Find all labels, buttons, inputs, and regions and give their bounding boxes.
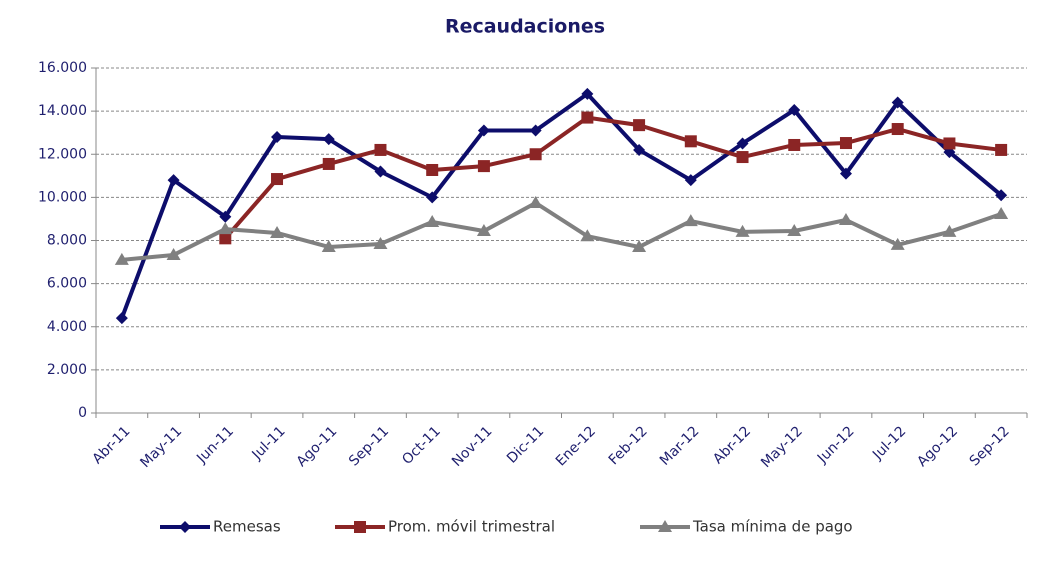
- legend-label: Tasa mínima de pago: [692, 518, 853, 536]
- data-point: [838, 213, 853, 226]
- x-tick-label: Jul-11: [249, 423, 289, 463]
- y-tick-label: 2.000: [47, 362, 87, 378]
- series-line: [223, 115, 1002, 240]
- series-line: [119, 91, 1003, 319]
- x-tick-label: Jul-12: [869, 423, 909, 463]
- series-line: [121, 200, 1002, 262]
- data-point: [271, 173, 284, 186]
- data-point: [891, 96, 904, 109]
- legend-label: Remesas: [213, 518, 281, 536]
- data-point: [788, 104, 801, 117]
- data-point: [788, 138, 801, 151]
- y-tick-label: 6.000: [47, 276, 87, 292]
- data-point: [167, 174, 180, 187]
- data-point: [684, 135, 697, 148]
- data-point: [787, 224, 802, 237]
- data-point: [581, 87, 594, 100]
- x-tick-label: Abr-11: [90, 423, 134, 467]
- y-tick-label: 12.000: [38, 146, 87, 162]
- data-point: [943, 137, 956, 150]
- x-tick-label: Sep-12: [967, 423, 1013, 469]
- data-point: [476, 224, 491, 237]
- x-tick-label: Ago-11: [294, 423, 341, 470]
- y-tick-label: 10.000: [38, 189, 87, 205]
- data-point: [115, 312, 128, 325]
- x-tick-label: Jun-11: [193, 423, 237, 467]
- y-tick-label: 14.000: [38, 103, 87, 119]
- data-point: [633, 119, 646, 132]
- data-point: [995, 189, 1008, 202]
- data-point: [374, 165, 387, 178]
- data-point: [736, 151, 749, 164]
- x-tick-label: Nov-11: [449, 423, 496, 470]
- chart-title: Recaudaciones: [445, 16, 605, 38]
- data-point: [321, 239, 336, 252]
- data-point: [994, 206, 1009, 219]
- data-point: [736, 137, 749, 150]
- data-point: [114, 252, 129, 265]
- data-point: [581, 111, 594, 124]
- data-point: [322, 157, 335, 170]
- data-point: [529, 124, 542, 137]
- data-point: [270, 225, 285, 238]
- data-point: [426, 163, 439, 176]
- data-point: [632, 239, 647, 252]
- data-point: [477, 124, 490, 137]
- data-point: [995, 143, 1008, 156]
- x-tick-label: Ene-12: [553, 423, 599, 469]
- data-point: [528, 195, 543, 208]
- x-tick-label: Ago-12: [914, 423, 961, 470]
- legend-marker: [658, 520, 672, 532]
- x-tick-label: May-11: [137, 423, 185, 471]
- data-point: [633, 143, 646, 156]
- data-point: [735, 224, 750, 237]
- data-point: [219, 232, 232, 245]
- legend-marker: [179, 521, 191, 533]
- data-point: [373, 236, 388, 249]
- data-point: [891, 123, 904, 136]
- data-point: [684, 174, 697, 187]
- x-tick-label: Sep-11: [346, 423, 392, 469]
- x-tick-label: Jun-12: [814, 423, 858, 467]
- data-point: [218, 222, 233, 235]
- data-point: [890, 237, 905, 250]
- x-tick-label: Dic-11: [504, 423, 547, 466]
- legend-label: Prom. móvil trimestral: [388, 518, 555, 536]
- y-tick-label: 16.000: [38, 60, 87, 76]
- legend-marker: [354, 521, 366, 533]
- y-tick-label: 0: [78, 405, 87, 421]
- x-tick-label: Feb-12: [606, 423, 651, 468]
- y-tick-label: 8.000: [47, 233, 87, 249]
- x-tick-label: Oct-11: [399, 423, 444, 468]
- x-tick-label: Abr-12: [710, 423, 754, 467]
- data-point: [426, 191, 439, 204]
- data-point: [839, 167, 852, 180]
- data-point: [477, 160, 490, 173]
- data-point: [425, 214, 440, 227]
- data-point: [839, 137, 852, 150]
- data-point: [374, 143, 387, 156]
- data-point: [580, 229, 595, 242]
- data-point: [683, 214, 698, 227]
- data-point: [166, 247, 181, 260]
- data-point: [219, 210, 232, 223]
- data-point: [942, 224, 957, 237]
- y-tick-label: 4.000: [47, 319, 87, 335]
- x-tick-label: Mar-12: [657, 423, 703, 469]
- data-point: [322, 133, 335, 146]
- data-point: [271, 131, 284, 143]
- data-point: [529, 148, 542, 161]
- x-tick-label: May-12: [758, 423, 806, 471]
